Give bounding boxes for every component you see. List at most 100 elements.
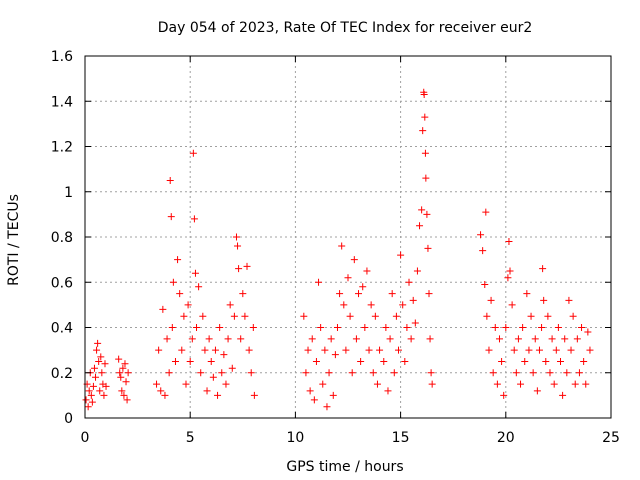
data-point: [325, 369, 333, 377]
data-point: [428, 380, 436, 388]
data-point: [397, 251, 405, 259]
data-point: [481, 281, 489, 289]
data-point: [157, 387, 165, 395]
data-point: [245, 346, 253, 354]
x-tick-label: 20: [497, 430, 515, 446]
data-point: [502, 324, 510, 331]
data-point: [234, 242, 242, 250]
data-point: [531, 335, 539, 343]
data-point: [342, 346, 350, 354]
data-point: [117, 373, 125, 381]
data-point: [540, 296, 548, 304]
data-point: [165, 369, 173, 377]
data-point: [420, 90, 428, 98]
data-point: [191, 269, 199, 277]
data-point: [116, 369, 124, 377]
data-point: [315, 278, 323, 286]
data-point: [205, 335, 213, 343]
data-point: [477, 231, 485, 239]
data-point: [495, 335, 503, 343]
data-point: [394, 346, 402, 354]
data-point: [90, 364, 98, 372]
data-point: [87, 391, 95, 399]
x-axis-label: GPS time / hours: [286, 459, 403, 475]
data-point: [407, 335, 415, 343]
data-point: [101, 360, 109, 368]
data-point: [346, 312, 354, 320]
data-point: [321, 346, 329, 354]
data-point: [85, 387, 93, 395]
data-point: [188, 335, 196, 343]
data-point: [88, 398, 96, 406]
data-point: [306, 387, 314, 395]
data-point: [92, 373, 100, 381]
data-point: [426, 335, 434, 343]
data-point: [523, 290, 531, 298]
data-point: [344, 274, 352, 282]
data-point: [310, 396, 318, 404]
data-point: [388, 290, 396, 298]
data-point: [482, 208, 490, 216]
data-point: [121, 360, 129, 368]
data-point: [186, 357, 194, 365]
data-point: [557, 357, 565, 365]
x-tick-label: 0: [81, 430, 90, 446]
y-tick-label: 1.6: [51, 49, 73, 65]
data-point: [542, 357, 550, 365]
data-point: [98, 369, 106, 377]
y-tick-label: 0.4: [51, 321, 73, 337]
data-point: [224, 335, 232, 343]
data-point: [517, 380, 525, 388]
data-point: [161, 391, 169, 399]
data-point: [89, 382, 97, 390]
data-point: [153, 380, 161, 388]
data-point: [216, 324, 224, 331]
data-point: [195, 283, 203, 291]
data-point: [96, 387, 104, 395]
data-point: [226, 301, 234, 309]
data-point: [247, 369, 255, 377]
data-point: [350, 256, 358, 264]
data-point: [239, 290, 247, 298]
data-point: [338, 242, 346, 250]
data-point: [561, 335, 569, 343]
data-point: [184, 301, 192, 309]
data-point: [519, 324, 527, 331]
data-point: [506, 267, 514, 275]
data-point: [521, 357, 529, 365]
data-point: [525, 346, 533, 354]
data-point: [580, 357, 588, 365]
x-axis-ticks: 0 5 10 15 20 25: [81, 56, 620, 446]
y-tick-label: 0.8: [51, 230, 73, 246]
data-point: [573, 335, 581, 343]
data-point: [100, 391, 108, 399]
data-point: [203, 387, 211, 395]
data-point: [197, 369, 205, 377]
data-point: [546, 369, 554, 377]
y-axis-ticks: 0 0.2 0.4 0.6 0.8 1 1.2 1.4 1.6: [51, 49, 611, 427]
data-point: [510, 346, 518, 354]
data-point: [505, 238, 513, 246]
data-point: [538, 324, 546, 331]
data-point: [118, 387, 126, 395]
data-point: [174, 256, 182, 264]
data-point: [399, 301, 407, 309]
data-point: [93, 346, 101, 354]
data-point: [491, 324, 499, 331]
data-point: [418, 206, 426, 214]
data-point: [405, 278, 413, 286]
y-tick-label: 1.2: [51, 140, 73, 156]
data-point: [373, 380, 381, 388]
y-tick-label: 0: [64, 411, 73, 427]
x-tick-label: 5: [186, 430, 195, 446]
data-point: [586, 346, 594, 354]
data-point: [95, 357, 103, 365]
data-point: [323, 403, 331, 411]
data-point: [514, 335, 522, 343]
data-point: [382, 324, 390, 331]
y-tick-label: 1: [64, 185, 73, 201]
data-point: [228, 364, 236, 372]
data-point: [512, 369, 520, 377]
data-point: [180, 312, 188, 320]
data-point: [163, 335, 171, 343]
